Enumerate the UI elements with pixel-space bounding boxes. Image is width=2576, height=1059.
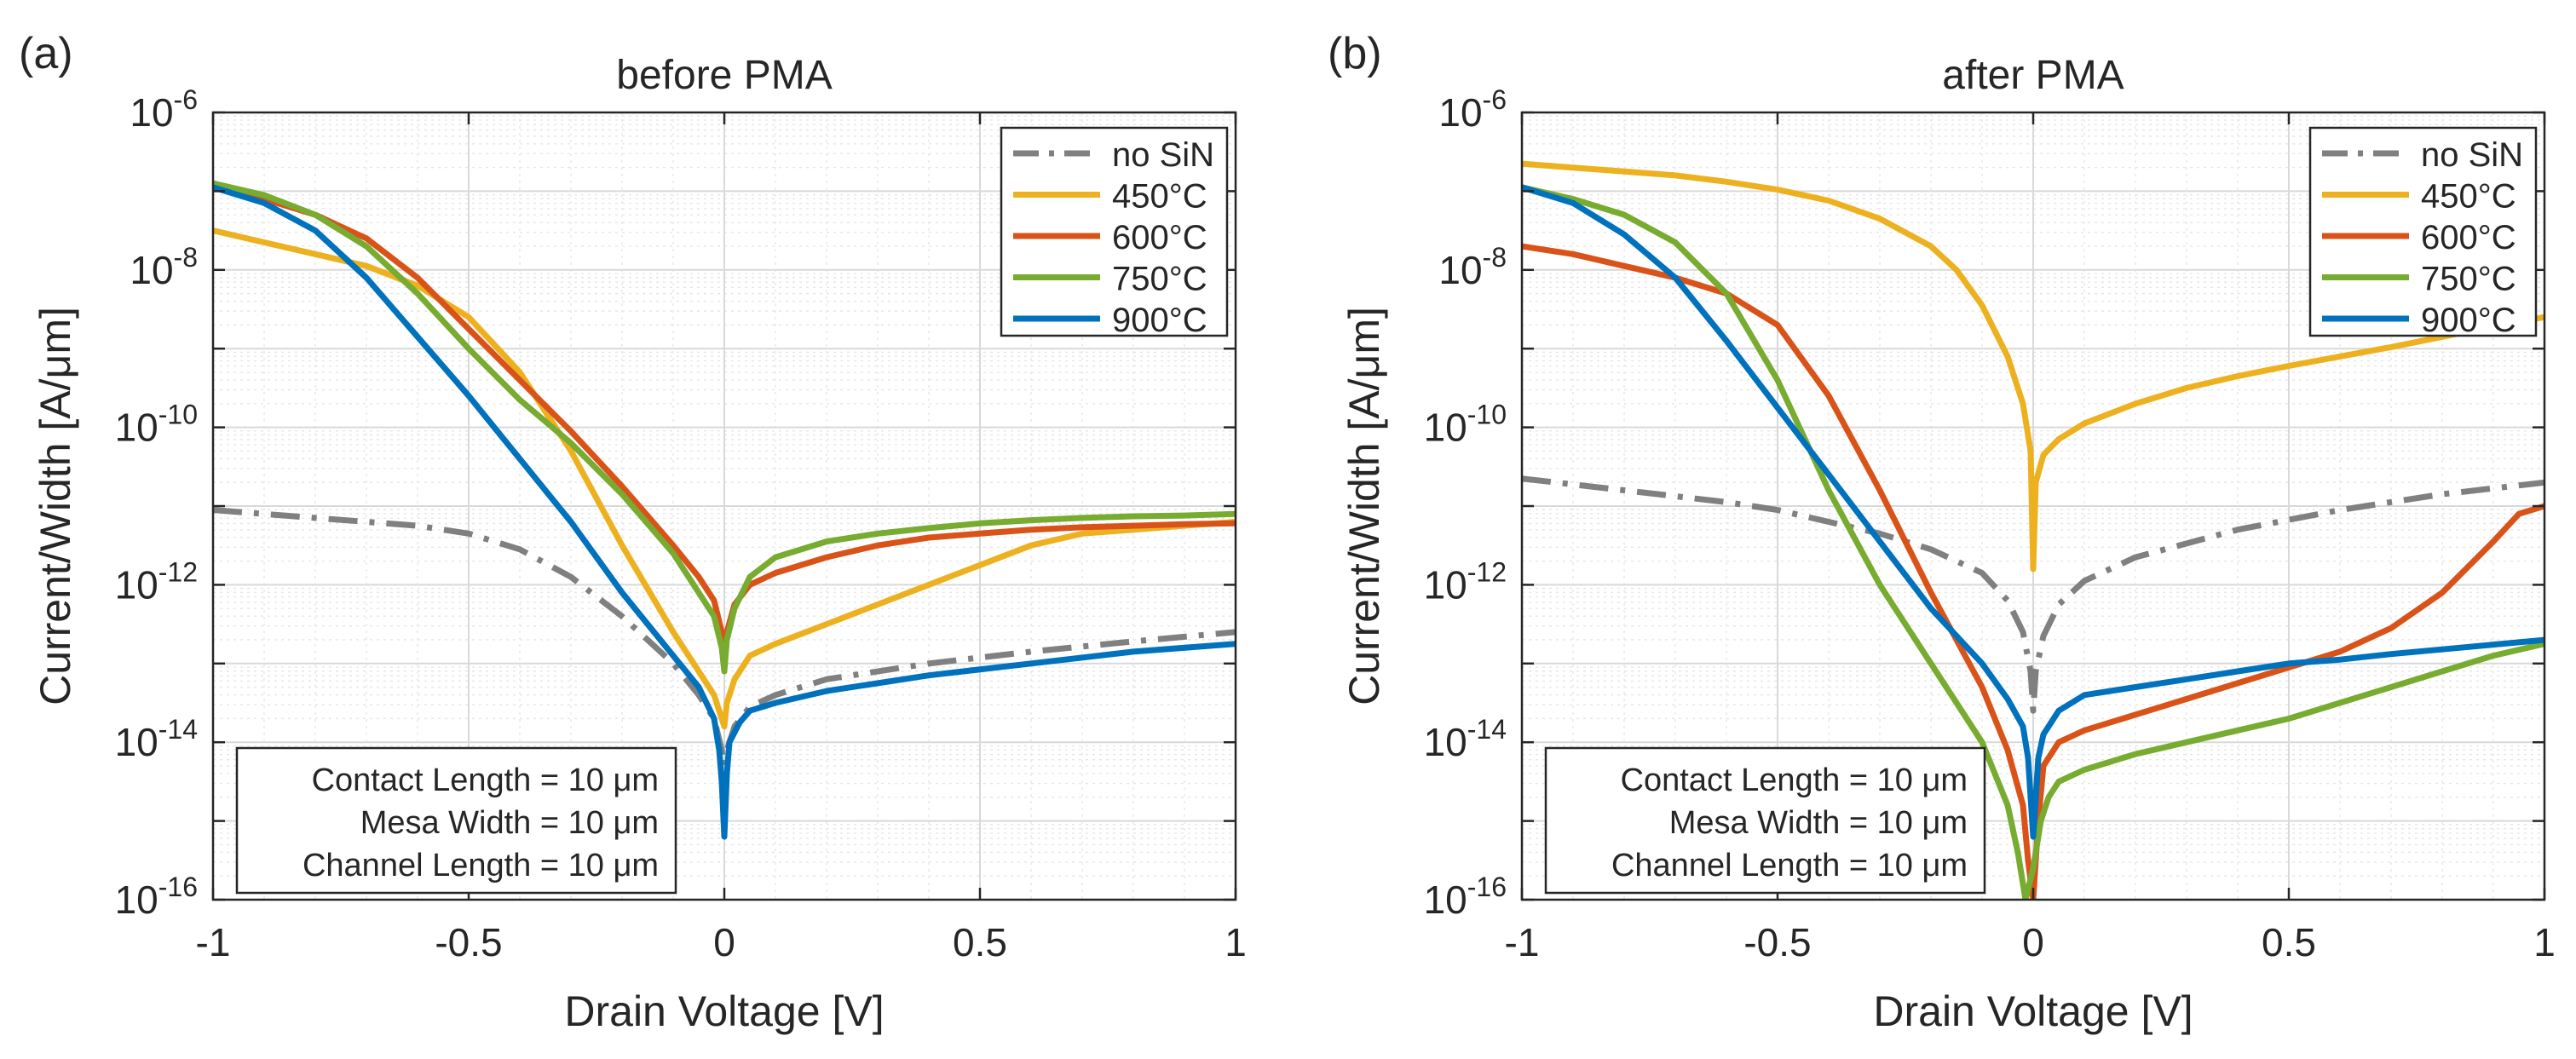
x-tick-label: -0.5 <box>1743 920 1811 964</box>
x-tick-label: 0.5 <box>2262 920 2316 964</box>
series-line-4 <box>213 184 1236 840</box>
x-tick-label: 0 <box>2022 920 2044 964</box>
y-tick-label: 10-12 <box>1424 556 1507 607</box>
chart-title: before PMA <box>616 53 832 98</box>
annotation-line: Contact Length = 10 μm <box>312 763 659 798</box>
y-axis-label: Current/Width [A/μm] <box>1340 307 1388 705</box>
annotation-line: Mesa Width = 10 μm <box>1669 805 1968 841</box>
x-axis-label: Drain Voltage [V] <box>564 987 884 1035</box>
annotation-frame <box>1544 746 1986 895</box>
x-tick-label: 1 <box>1225 920 1247 964</box>
x-tick-label: -0.5 <box>435 920 502 964</box>
panel-label: (a) <box>19 29 73 78</box>
series-line-4 <box>1522 184 2544 840</box>
legend-label: 600°C <box>2421 219 2516 256</box>
annotation-line: Channel Length = 10 μm <box>303 848 659 883</box>
x-tick-label: 1 <box>2533 920 2556 964</box>
y-tick-label: 10-6 <box>130 84 198 135</box>
panel-a: 10-16 10-14 10-12 10-10 10-8 10-6 -1 -0.5 0 0.5 1 b… <box>19 29 1247 1035</box>
x-tick-label: -1 <box>1505 920 1540 964</box>
annotation-line: Channel Length = 10 μm <box>1611 848 1968 883</box>
y-tick-label: 10-10 <box>115 400 198 450</box>
panel-b: 10-16 10-14 10-12 10-10 10-8 10-6 -1 -0.5 0 0.5 1 a… <box>1328 29 2556 1035</box>
x-tick-label: 0 <box>713 920 735 964</box>
y-tick-label: 10-8 <box>130 242 198 292</box>
legend-box <box>1000 126 1229 337</box>
series-line-0 <box>1522 475 2544 714</box>
y-tick-label: 10-16 <box>1424 872 1507 922</box>
legend-label: no SiN <box>2421 136 2523 174</box>
x-tick-label: -1 <box>196 920 231 964</box>
y-tick-label: 10-10 <box>1424 400 1507 450</box>
legend-label: 750°C <box>2421 261 2516 298</box>
y-tick-label: 10-14 <box>1424 714 1507 764</box>
annotation-line: Contact Length = 10 μm <box>1621 763 1968 798</box>
y-axis-label: Current/Width [A/μm] <box>32 307 79 705</box>
legend-label: 900°C <box>1112 302 1207 339</box>
legend-label: 750°C <box>1112 261 1207 298</box>
annotation-frame <box>235 746 677 895</box>
y-tick-label: 10-16 <box>115 872 198 922</box>
series-group <box>213 180 1236 840</box>
annotation-box: Contact Length = 10 μm Mesa Width = 10 μm… <box>235 746 677 895</box>
y-tick-label: 10-8 <box>1438 242 1507 292</box>
legend-label: 900°C <box>2421 302 2516 339</box>
series-line-1 <box>1522 160 2544 573</box>
series-line-3 <box>1522 184 2544 900</box>
annotation-line: Mesa Width = 10 μm <box>360 805 659 841</box>
legend-label: 450°C <box>1112 178 1207 216</box>
legend-label: 450°C <box>2421 178 2516 216</box>
legend-label: 600°C <box>1112 219 1207 256</box>
ticks <box>211 111 1237 901</box>
x-tick-label: 0.5 <box>953 920 1007 964</box>
legend-label: no SiN <box>1112 136 1214 174</box>
y-tick-label: 10-14 <box>115 714 198 764</box>
annotation-box: Contact Length = 10 μm Mesa Width = 10 μm… <box>1544 746 1986 895</box>
series-line-3 <box>213 180 1236 675</box>
panel-label: (b) <box>1328 29 1382 78</box>
x-axis-label: Drain Voltage [V] <box>1873 987 2193 1035</box>
series-group <box>1522 160 2544 900</box>
legend-box <box>2308 126 2538 337</box>
y-tick-label: 10-6 <box>1438 84 1507 135</box>
chart-title: after PMA <box>1942 53 2124 98</box>
ticks <box>1520 111 2546 901</box>
y-tick-label: 10-12 <box>115 556 198 607</box>
